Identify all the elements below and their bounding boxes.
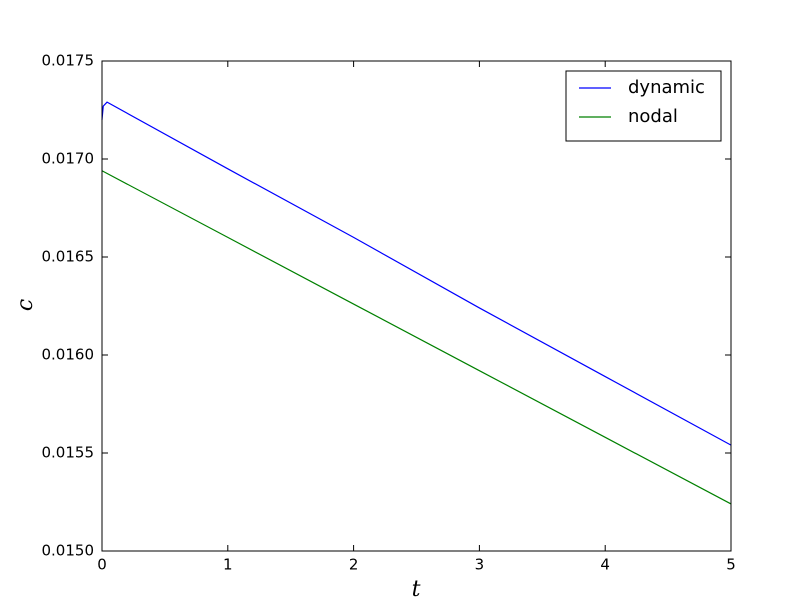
y-tick-label: 0.0175 <box>42 52 95 70</box>
plot-frame <box>101 60 732 552</box>
x-tick-label: 0 <box>97 556 107 574</box>
y-tick-label: 0.0160 <box>42 346 95 364</box>
legend-label: nodal <box>628 106 678 127</box>
y-axis-label: c <box>13 299 38 311</box>
y-tick-label: 0.0165 <box>42 248 95 266</box>
x-tick-label: 2 <box>349 556 359 574</box>
data-line <box>101 101 732 446</box>
legend-box <box>565 70 722 142</box>
data-line <box>101 170 732 505</box>
y-tick-label: 0.0170 <box>42 150 95 168</box>
y-tick-label: 0.0150 <box>42 542 95 560</box>
y-tick-label: 0.0155 <box>42 444 95 462</box>
x-axis-label: t <box>412 577 421 602</box>
legend: dynamic nodal <box>565 70 722 142</box>
x-tick-label: 1 <box>223 556 233 574</box>
legend-label: dynamic <box>628 77 705 98</box>
x-tick-label: 5 <box>726 556 736 574</box>
x-tick-label: 4 <box>600 556 610 574</box>
x-tick-label: 3 <box>475 556 485 574</box>
